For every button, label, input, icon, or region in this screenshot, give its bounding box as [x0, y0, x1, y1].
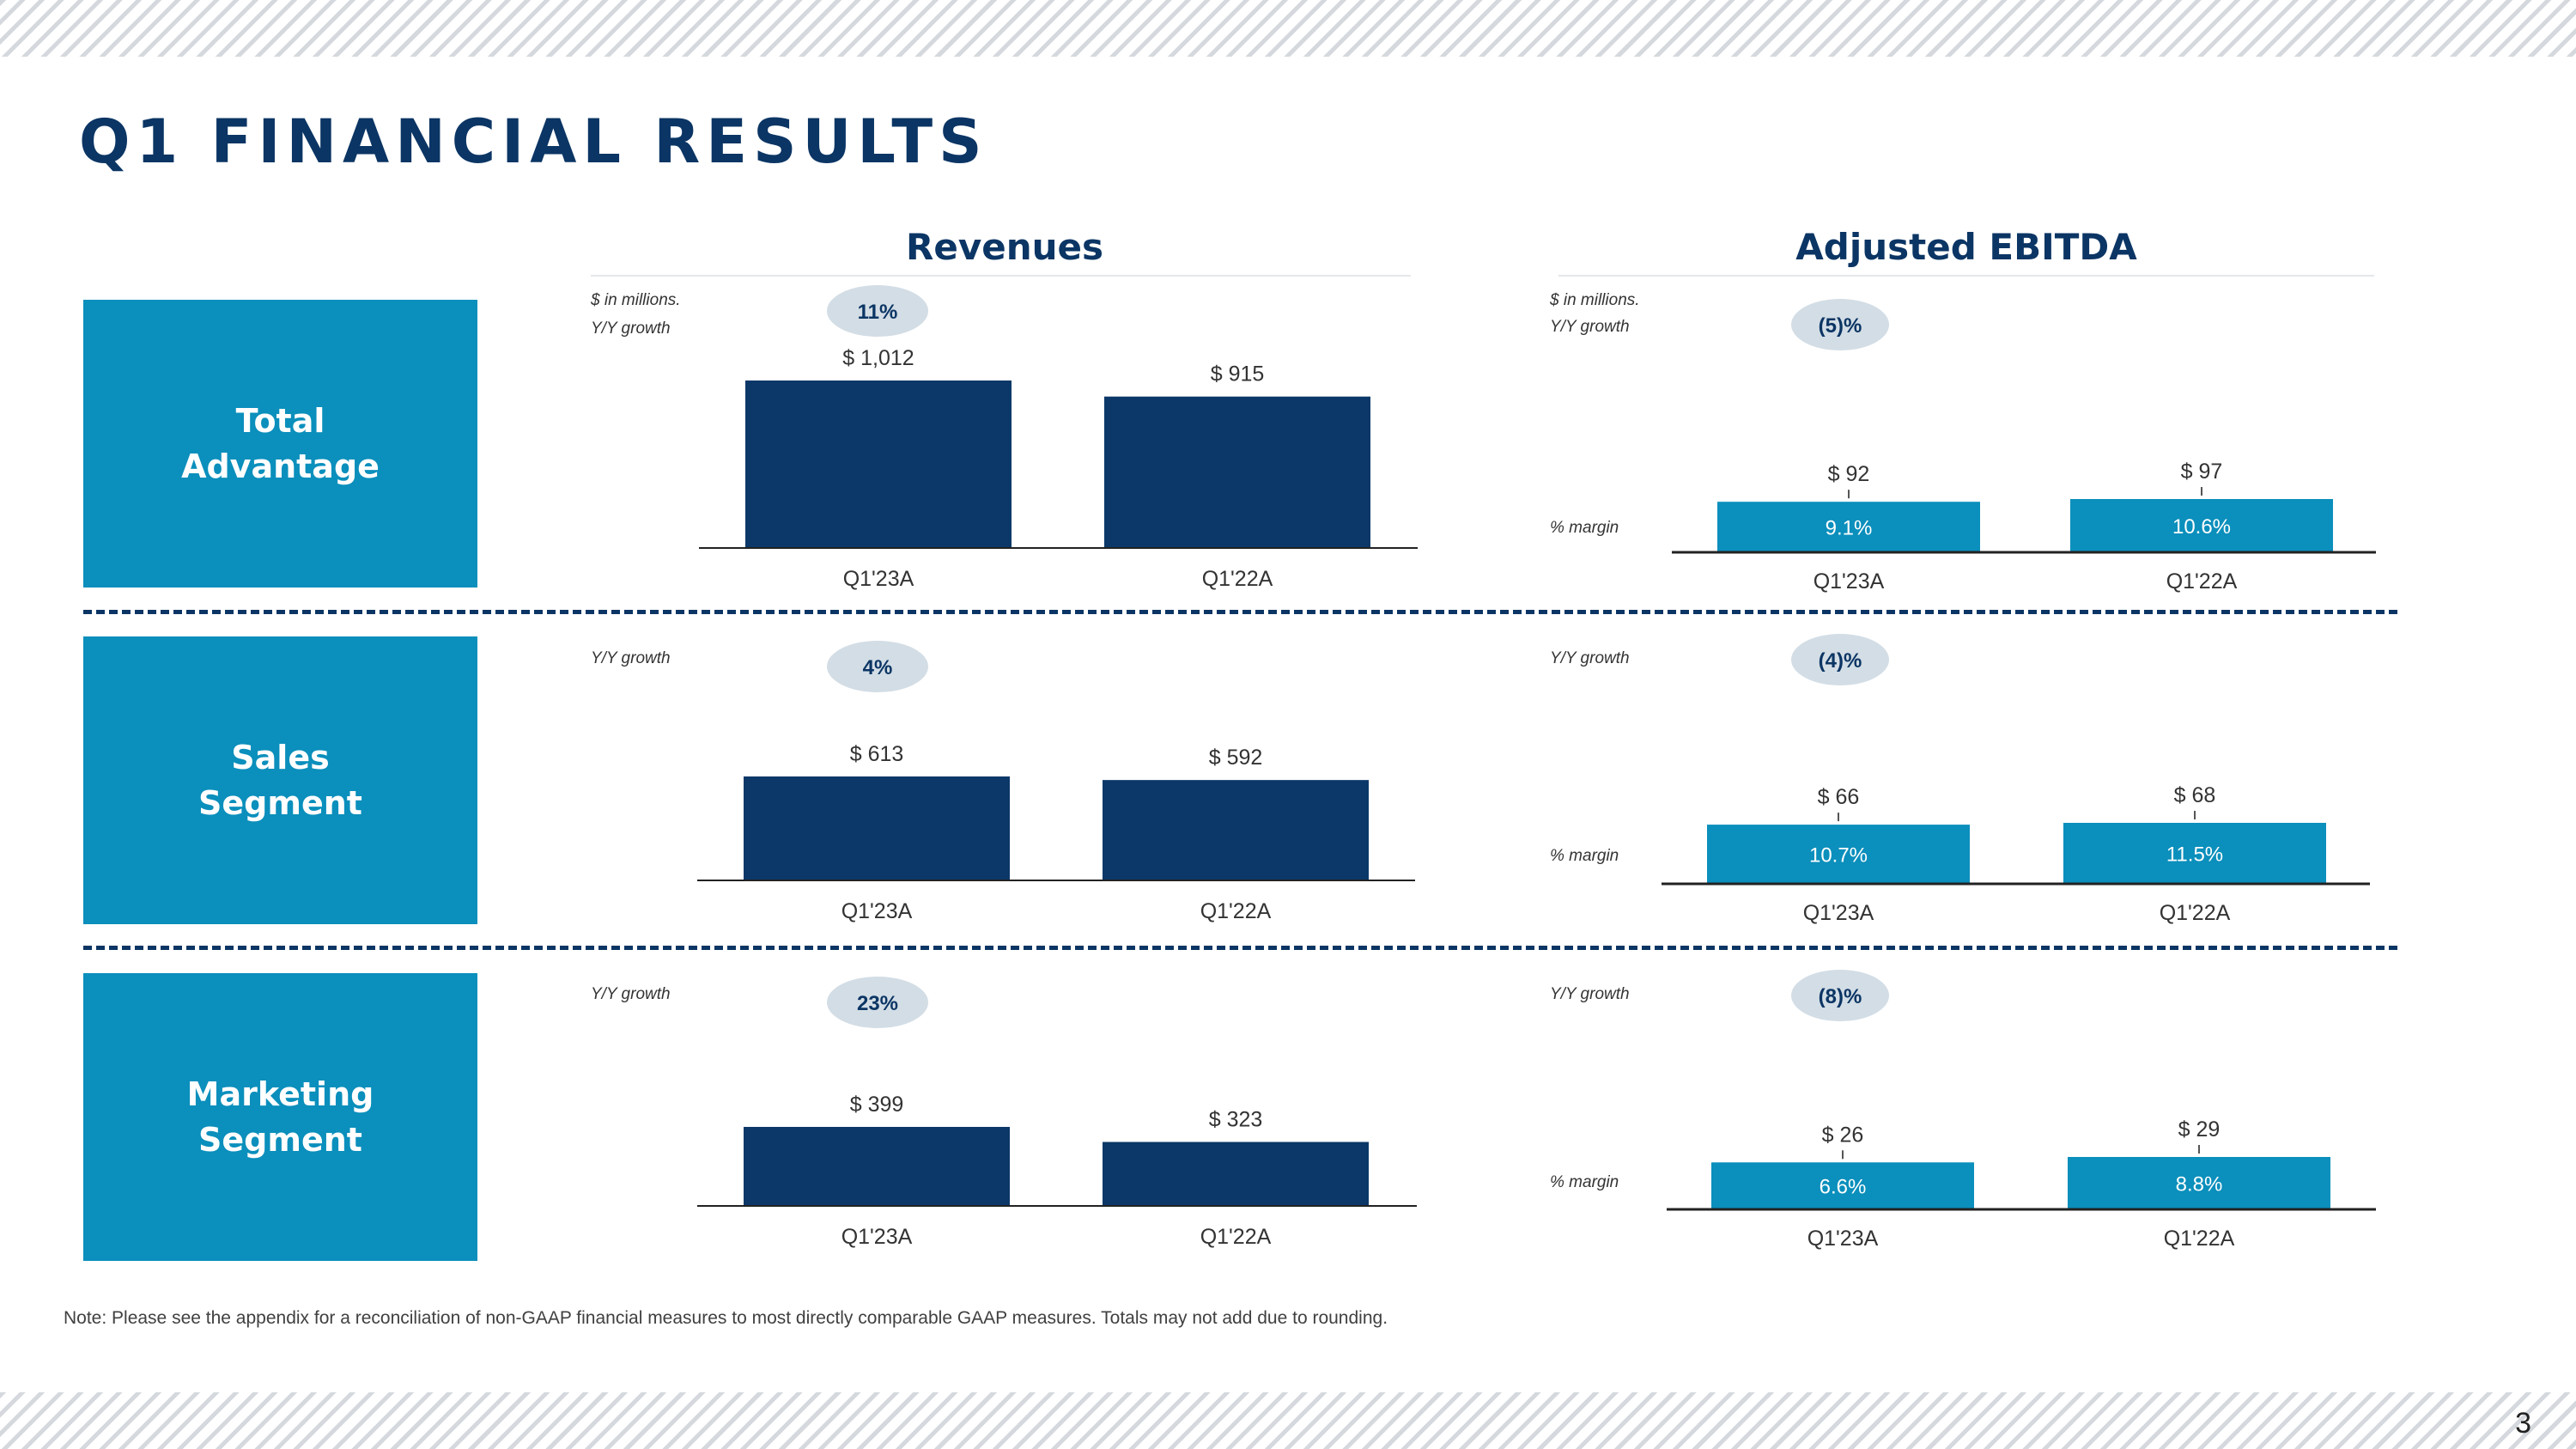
bar-value-label: $ 97: [2181, 460, 2223, 484]
yy-growth-label: Y/Y growth: [591, 320, 671, 338]
growth-value: 23%: [857, 992, 898, 1015]
ebitda-bar: [1717, 502, 1980, 552]
x-tick-label: Q1'23A: [843, 567, 914, 591]
page-number: 3: [2515, 1407, 2531, 1440]
bar-value-label: $ 613: [850, 742, 904, 766]
segment-box-sales: Sales Segment: [83, 636, 477, 924]
slide-title: Q1 FINANCIAL RESULTS: [79, 107, 988, 177]
ebitda-heading-rule: [1558, 275, 2374, 277]
yy-growth-label: Y/Y growth: [1550, 649, 1630, 667]
bar-value-label: $ 29: [2178, 1117, 2221, 1142]
dashed-separator: [83, 946, 2397, 950]
revenues-heading-rule: [591, 275, 1411, 277]
bar-value-label: $ 68: [2174, 783, 2216, 807]
x-tick-label: Q1'23A: [1803, 901, 1874, 925]
dashed-separator: [83, 610, 2397, 614]
ebitda-bar: [1707, 825, 1970, 884]
bar-value-label: $ 92: [1828, 462, 1870, 486]
revenue-bar: [1103, 780, 1369, 880]
growth-value: (8)%: [1819, 985, 1862, 1008]
growth-pill: [1791, 634, 1889, 685]
x-tick-label: Q1'22A: [1200, 899, 1272, 923]
margin-label: % margin: [1550, 1173, 1619, 1191]
x-tick-label: Q1'22A: [2160, 901, 2231, 925]
growth-pill: [827, 977, 928, 1028]
growth-value: (4)%: [1819, 649, 1862, 673]
ebitda-heading: Adjusted EBITDA: [1795, 226, 2137, 268]
revenue-bar: [745, 381, 1012, 548]
yy-growth-label: Y/Y growth: [591, 649, 671, 667]
x-tick-label: Q1'23A: [1807, 1227, 1879, 1251]
x-tick-label: Q1'22A: [1200, 1225, 1272, 1249]
segment-box-total-advantage: Total Advantage: [83, 300, 477, 588]
bar-value-label: $ 323: [1209, 1108, 1263, 1132]
footnote: Note: Please see the appendix for a reco…: [64, 1308, 1388, 1328]
growth-value: (5)%: [1819, 314, 1862, 338]
top-stripe-band: [0, 0, 2576, 57]
revenue-bar: [1104, 396, 1370, 548]
bottom-stripe-band: [0, 1392, 2576, 1449]
x-tick-label: Q1'22A: [2164, 1227, 2235, 1251]
x-tick-label: Q1'23A: [1814, 569, 1885, 594]
ebitda-bar: [1711, 1162, 1974, 1209]
growth-value: 11%: [858, 301, 898, 324]
x-tick-label: Q1'22A: [2166, 569, 2238, 594]
growth-pill: [827, 641, 928, 692]
revenue-bar: [744, 1127, 1010, 1206]
yy-growth-label: Y/Y growth: [591, 985, 671, 1003]
bar-value-label: $ 66: [1818, 785, 1860, 809]
margin-label: % margin: [1550, 847, 1619, 865]
margin-value: 6.6%: [1820, 1176, 1867, 1199]
yy-growth-label: Y/Y growth: [1550, 318, 1630, 336]
growth-pill: [827, 285, 928, 337]
segment-label: Sales Segment: [198, 738, 362, 822]
margin-value: 9.1%: [1826, 517, 1873, 540]
x-tick-label: Q1'23A: [841, 899, 913, 923]
ebitda-bar: [2070, 499, 2333, 552]
bar-value-label: $ 1,012: [842, 346, 914, 370]
margin-value: 10.6%: [2172, 515, 2231, 539]
revenues-heading: Revenues: [906, 226, 1103, 268]
units-label: $ in millions.: [590, 291, 681, 309]
margin-value: 8.8%: [2176, 1173, 2223, 1196]
ebitda-bar: [2063, 823, 2326, 884]
x-tick-label: Q1'22A: [1202, 567, 1273, 591]
growth-pill: [1791, 299, 1889, 350]
segment-label: Total Advantage: [181, 401, 380, 485]
bar-value-label: $ 26: [1822, 1123, 1864, 1147]
growth-value: 4%: [863, 656, 893, 679]
margin-label: % margin: [1550, 519, 1619, 537]
yy-growth-label: Y/Y growth: [1550, 985, 1630, 1003]
growth-pill: [1791, 970, 1889, 1021]
bar-value-label: $ 399: [850, 1093, 904, 1117]
ebitda-bar: [2068, 1157, 2330, 1209]
bar-value-label: $ 592: [1209, 746, 1263, 770]
revenue-bar: [1103, 1142, 1369, 1206]
margin-value: 10.7%: [1809, 844, 1868, 868]
margin-value: 11.5%: [2166, 843, 2223, 867]
revenue-bar: [744, 776, 1010, 880]
segment-box-marketing: Marketing Segment: [83, 973, 477, 1261]
segment-label: Marketing Segment: [186, 1075, 374, 1159]
bar-value-label: $ 915: [1211, 362, 1265, 387]
units-label: $ in millions.: [1549, 291, 1640, 309]
x-tick-label: Q1'23A: [841, 1225, 913, 1249]
